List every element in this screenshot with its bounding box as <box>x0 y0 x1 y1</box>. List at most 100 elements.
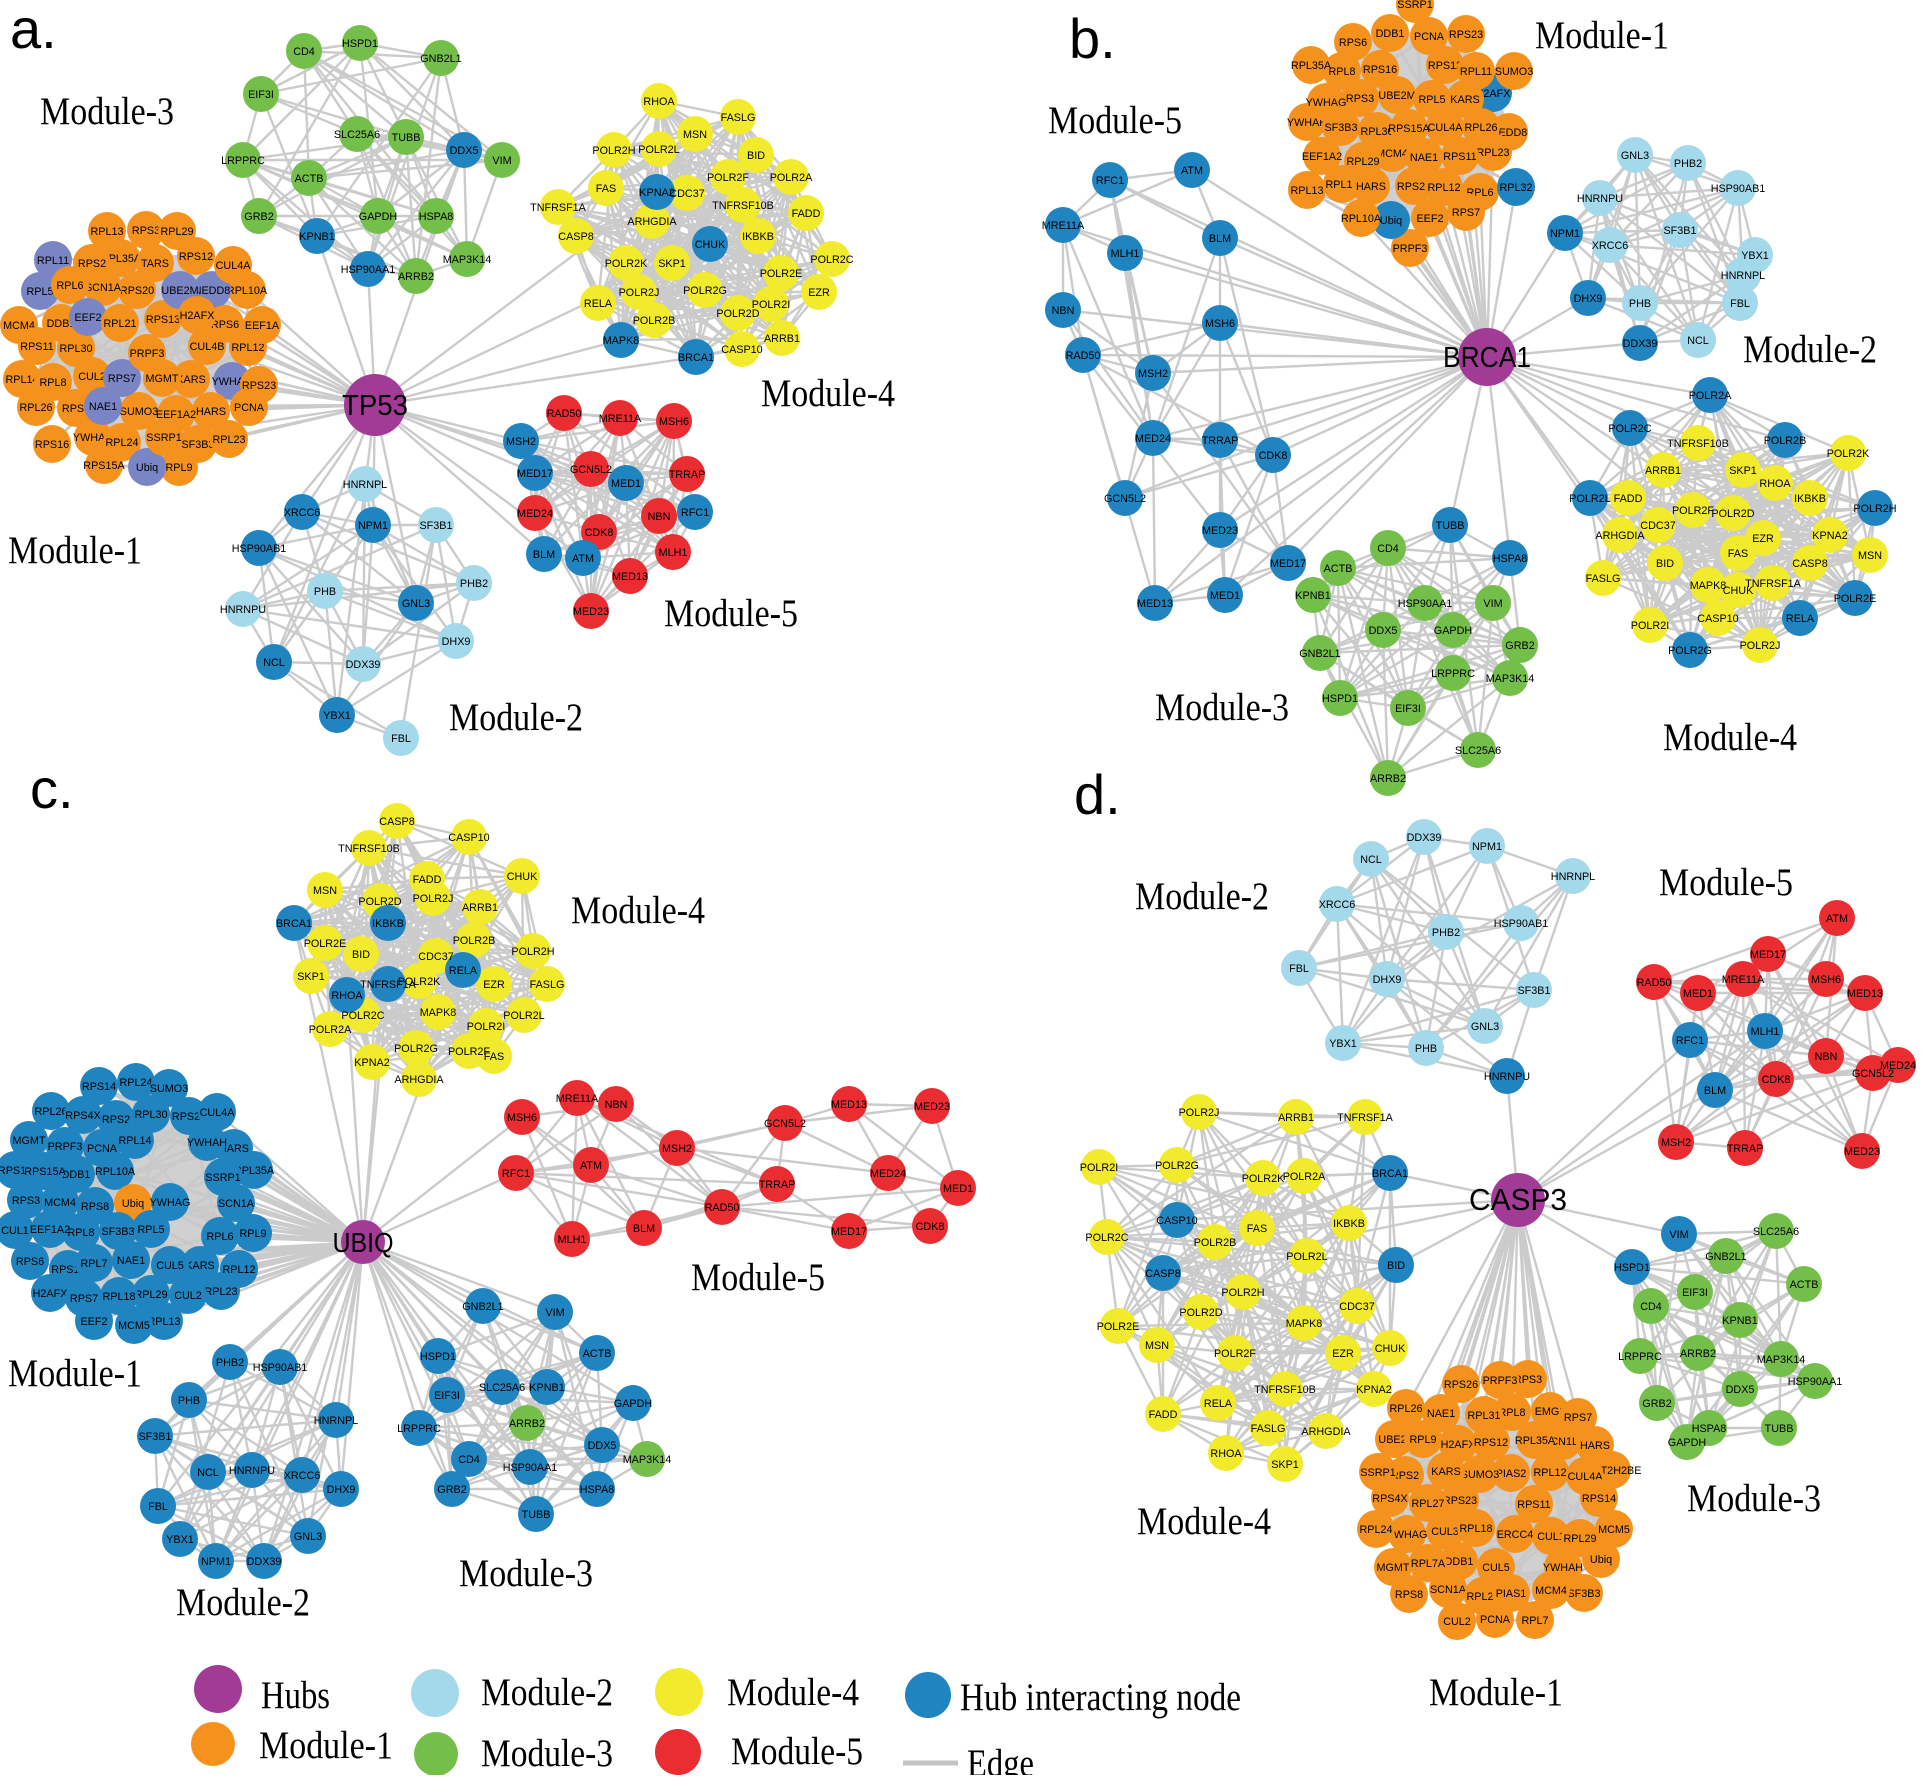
svg-text:POLR2J: POLR2J <box>1179 1107 1220 1119</box>
svg-text:BLM: BLM <box>633 1223 655 1235</box>
svg-text:PHB2: PHB2 <box>216 1357 244 1369</box>
svg-text:RPL24: RPL24 <box>105 437 138 449</box>
svg-text:RPL12: RPL12 <box>1427 182 1460 194</box>
svg-text:MED17: MED17 <box>831 1226 867 1238</box>
svg-text:NAE1: NAE1 <box>89 401 117 413</box>
svg-text:RPL27: RPL27 <box>1411 1498 1444 1510</box>
svg-text:HSPD1: HSPD1 <box>1614 1262 1650 1274</box>
svg-text:RPL32: RPL32 <box>1499 182 1532 194</box>
svg-text:MED23: MED23 <box>1844 1146 1880 1158</box>
svg-text:CDC37: CDC37 <box>418 951 453 963</box>
svg-text:HSPD1: HSPD1 <box>342 38 378 50</box>
svg-text:MCM4: MCM4 <box>1376 148 1408 160</box>
svg-text:RPL14: RPL14 <box>5 374 38 386</box>
svg-text:RPS12: RPS12 <box>179 251 213 263</box>
svg-text:RPS12: RPS12 <box>1474 1437 1508 1449</box>
svg-text:TRRAP: TRRAP <box>759 1179 796 1191</box>
svg-text:RHOA: RHOA <box>1210 1448 1242 1460</box>
svg-text:GAPDH: GAPDH <box>1668 1437 1706 1449</box>
svg-text:FBL: FBL <box>1730 298 1750 310</box>
svg-text:RPL35A: RPL35A <box>234 1165 275 1177</box>
svg-text:ARRB2: ARRB2 <box>1370 773 1406 785</box>
svg-text:SUMO3: SUMO3 <box>1461 1469 1499 1481</box>
svg-text:POLR2F: POLR2F <box>707 172 749 184</box>
svg-text:Ubiq: Ubiq <box>1590 1554 1612 1566</box>
svg-text:MAP3K14: MAP3K14 <box>1757 1354 1806 1366</box>
svg-text:CUL1: CUL1 <box>1 1225 29 1237</box>
svg-text:POLR2I: POLR2I <box>1080 1162 1118 1174</box>
svg-text:RPL29: RPL29 <box>1563 1533 1596 1545</box>
svg-text:POLR2L: POLR2L <box>503 1010 544 1022</box>
svg-text:CASP10: CASP10 <box>1697 613 1738 625</box>
svg-text:RPL8: RPL8 <box>67 1227 94 1239</box>
svg-text:MLH1: MLH1 <box>1751 1026 1780 1038</box>
svg-text:HSPA8: HSPA8 <box>1692 1423 1727 1435</box>
svg-text:ATM: ATM <box>1826 913 1848 925</box>
svg-text:HSPD1: HSPD1 <box>1322 693 1358 705</box>
svg-text:NAE1: NAE1 <box>1410 152 1438 164</box>
svg-text:NAE1: NAE1 <box>117 1255 145 1267</box>
svg-text:POLR2C: POLR2C <box>810 254 853 266</box>
svg-text:GRB2: GRB2 <box>1642 1398 1671 1410</box>
svg-text:EIF3I: EIF3I <box>1395 703 1421 715</box>
svg-text:EEF1A: EEF1A <box>245 320 280 332</box>
svg-text:RPL11: RPL11 <box>37 255 69 267</box>
svg-text:Module-1: Module-1 <box>1429 1671 1563 1714</box>
svg-text:SUMO3: SUMO3 <box>120 406 158 418</box>
svg-text:KARS: KARS <box>176 374 205 386</box>
svg-text:RPL14: RPL14 <box>118 1135 151 1147</box>
svg-text:RPS3: RPS3 <box>132 225 160 237</box>
svg-text:MAPK8: MAPK8 <box>1286 1318 1323 1330</box>
svg-text:POLR2E: POLR2E <box>760 268 803 280</box>
svg-text:LRPPRC: LRPPRC <box>397 1423 441 1435</box>
svg-text:HNRNPU: HNRNPU <box>1484 1071 1530 1083</box>
svg-text:MCM4: MCM4 <box>44 1197 76 1209</box>
svg-text:MAPK8: MAPK8 <box>420 1007 457 1019</box>
svg-text:MLH1: MLH1 <box>659 547 688 559</box>
svg-text:POLR2F: POLR2F <box>1214 1348 1256 1360</box>
svg-text:MLH1: MLH1 <box>1111 248 1140 260</box>
svg-text:RPS12: RPS12 <box>0 1165 32 1177</box>
svg-text:RPL29: RPL29 <box>160 226 193 238</box>
svg-text:CUL2: CUL2 <box>174 1290 202 1302</box>
svg-text:GNL3: GNL3 <box>294 1531 322 1543</box>
svg-text:POLR2B: POLR2B <box>453 935 496 947</box>
svg-text:SF3B3: SF3B3 <box>1567 1588 1600 1600</box>
svg-text:VIM: VIM <box>545 1307 564 1319</box>
svg-text:KPNA2: KPNA2 <box>1356 1384 1391 1396</box>
svg-text:ARHGDIA: ARHGDIA <box>627 216 677 228</box>
svg-text:RPS7: RPS7 <box>1452 207 1480 219</box>
svg-text:BLM: BLM <box>533 549 555 561</box>
svg-text:Module-2: Module-2 <box>481 1671 613 1714</box>
svg-text:SF3B3: SF3B3 <box>1324 122 1357 134</box>
svg-text:FADD: FADD <box>1614 493 1643 505</box>
svg-text:RPS4X: RPS4X <box>1372 1493 1407 1505</box>
svg-text:POLR2E: POLR2E <box>1097 1321 1140 1333</box>
svg-text:RPL23: RPL23 <box>212 434 245 446</box>
svg-text:ARHGDIA: ARHGDIA <box>394 1074 444 1086</box>
svg-text:XRCC6: XRCC6 <box>1319 899 1356 911</box>
svg-text:PCNA: PCNA <box>1480 1614 1511 1626</box>
svg-text:MED24: MED24 <box>1880 1060 1916 1072</box>
svg-text:SLC25A6: SLC25A6 <box>1753 1226 1799 1238</box>
svg-text:CUL4A: CUL4A <box>1428 122 1464 134</box>
svg-text:RPL24: RPL24 <box>119 1077 152 1089</box>
svg-text:RPS26: RPS26 <box>1444 1379 1478 1391</box>
svg-text:FAS: FAS <box>484 1051 504 1063</box>
svg-text:CDK8: CDK8 <box>1762 1074 1791 1086</box>
svg-text:HSPA8: HSPA8 <box>419 211 454 223</box>
svg-text:FAS: FAS <box>1728 548 1748 560</box>
svg-text:MGMT: MGMT <box>13 1135 46 1147</box>
svg-text:DDB1: DDB1 <box>47 318 76 330</box>
svg-text:TNFRSF1A: TNFRSF1A <box>530 202 587 214</box>
svg-text:POLR2I: POLR2I <box>1631 620 1669 632</box>
svg-text:RPL5: RPL5 <box>137 1224 164 1236</box>
svg-text:a.: a. <box>10 0 57 60</box>
svg-text:RPL12: RPL12 <box>222 1264 255 1276</box>
svg-text:RPS7: RPS7 <box>108 373 136 385</box>
svg-text:BID: BID <box>747 150 765 162</box>
svg-text:ARRB2: ARRB2 <box>398 271 434 283</box>
svg-text:RPL30: RPL30 <box>59 343 92 355</box>
svg-text:MED13: MED13 <box>612 571 648 583</box>
svg-text:DDX5: DDX5 <box>588 1440 617 1452</box>
